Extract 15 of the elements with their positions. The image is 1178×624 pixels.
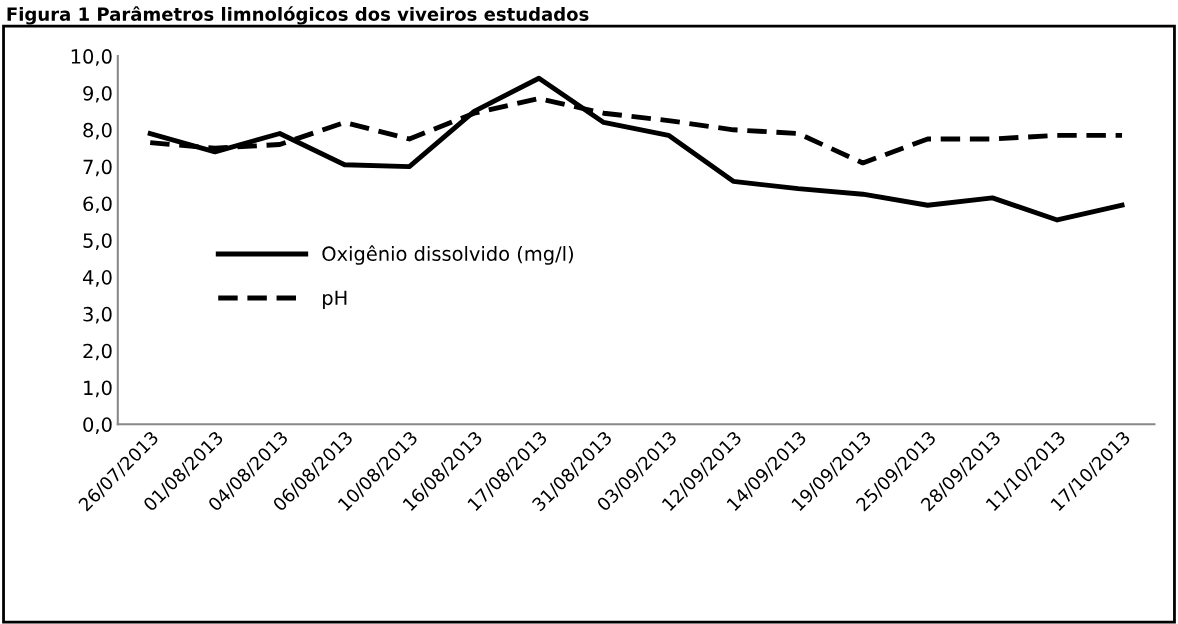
y-tick-label: 7,0	[83, 159, 112, 177]
y-tick-label: 6,0	[83, 196, 112, 214]
y-tick-label: 5,0	[83, 233, 112, 250]
legend-label: Oxigênio dissolvido (mg/l)	[322, 245, 573, 265]
y-tick-label: 2,0	[83, 343, 112, 361]
y-tick-label: 3,0	[83, 306, 112, 324]
y-tick-label: 4,0	[82, 270, 112, 287]
y-tick-label: 1,0	[84, 380, 112, 398]
chart-title: Figura 1 Parâmetros limnológicos dos viveiros estudados	[7, 6, 589, 25]
y-tick-label: 8,0	[83, 122, 112, 140]
legend-label: pH	[323, 290, 347, 309]
y-tick-label: 10,0	[71, 49, 112, 66]
line-series	[147, 75, 1125, 223]
y-tick-label: 9,0	[83, 85, 112, 103]
y-tick-label: 0,0	[83, 417, 112, 434]
